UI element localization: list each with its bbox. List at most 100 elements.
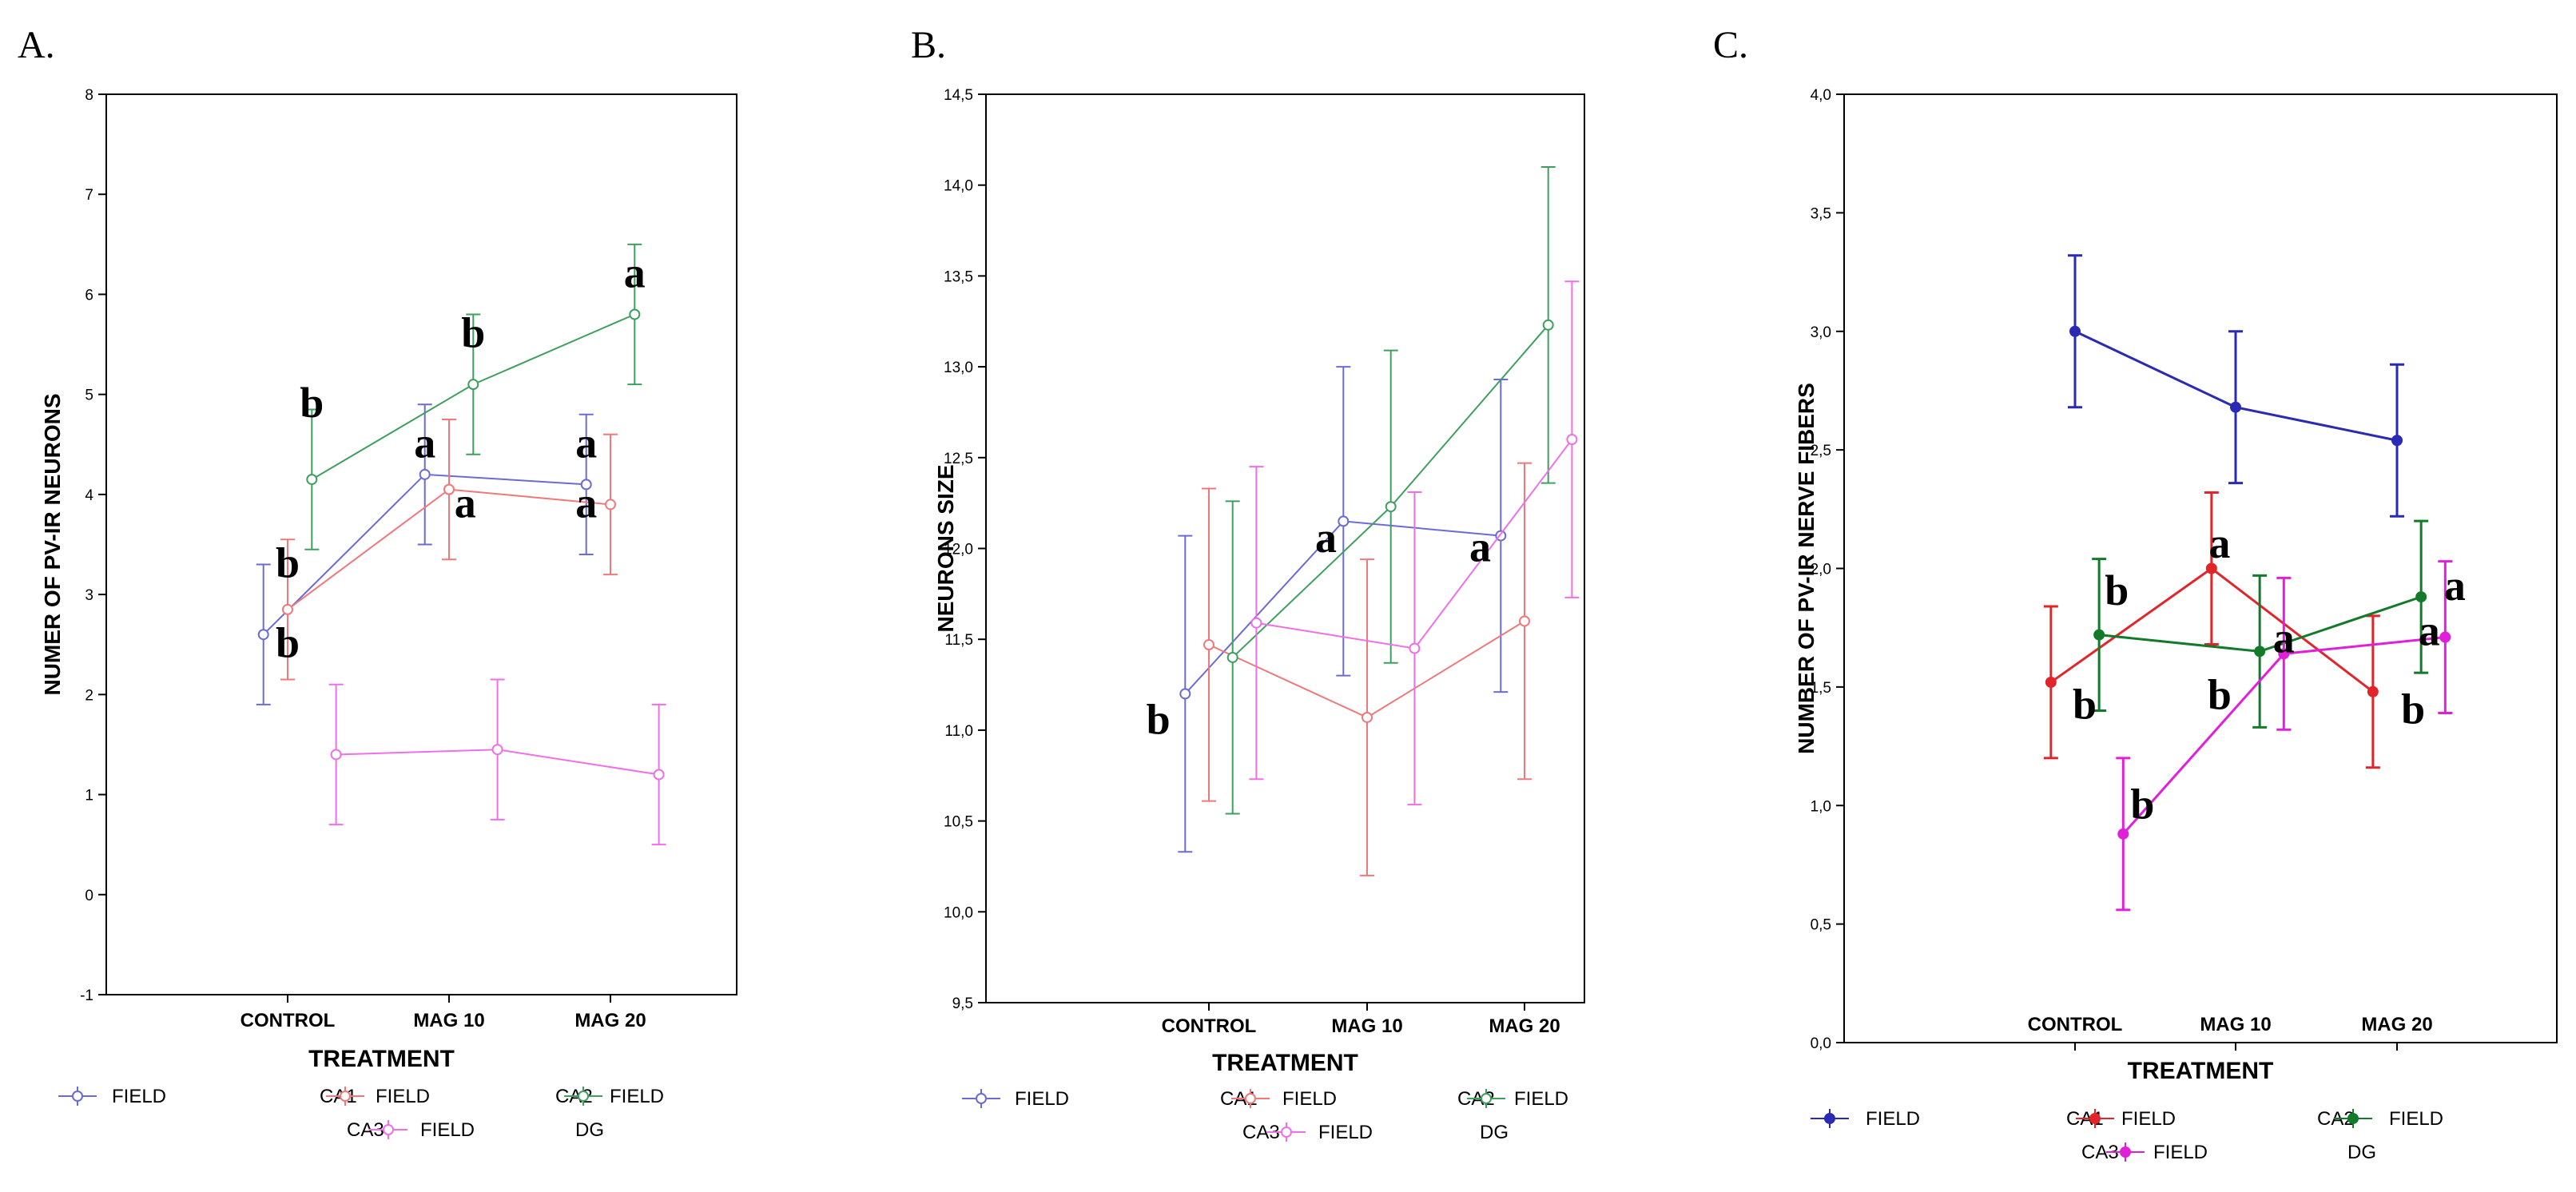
significance-letter: a <box>1469 523 1491 571</box>
legend-label: FIELD <box>376 1086 430 1107</box>
x-tick-label: MAG 20 <box>1489 1015 1560 1037</box>
significance-letter: a <box>1315 514 1337 562</box>
data-point <box>653 769 665 781</box>
legend-label: FIELD <box>2153 1142 2208 1163</box>
series-dg <box>1249 280 1580 806</box>
y-tick-label: 2,5 <box>1811 443 1831 459</box>
data-point <box>580 479 592 491</box>
legend-label: FIELD <box>112 1086 166 1107</box>
legend-marker <box>976 1093 987 1104</box>
y-tick-label: 1,0 <box>1811 798 1831 815</box>
plot-frame <box>105 93 737 995</box>
series-ca2 <box>1202 462 1532 876</box>
legend-marker <box>1245 1093 1256 1104</box>
legend-label: DG <box>2347 1142 2376 1163</box>
significance-letter: b <box>2208 671 2232 719</box>
chart-panel-c: C. 0,0 0,5 1,0 1,5 2,0 2,5 3,0 3,5 4,0 CONTROL MAG … <box>1713 24 2558 1163</box>
data-point <box>2205 562 2217 574</box>
y-tick-label: 8 <box>85 87 93 104</box>
legend-marker <box>2089 1113 2101 1124</box>
y-tick-label: 7 <box>85 187 93 204</box>
data-point <box>2367 685 2379 697</box>
significance-letter: b <box>461 309 485 357</box>
y-tick-label: 11,0 <box>944 723 973 740</box>
x-axis-label: TREATMENT <box>308 1046 455 1072</box>
significance-letter: a <box>414 419 435 467</box>
legend-label: FIELD <box>1282 1088 1337 1110</box>
y-tick-label: 5 <box>85 387 93 404</box>
data-point <box>491 744 503 756</box>
legend-marker <box>2120 1146 2131 1158</box>
series-ca2 <box>280 418 618 681</box>
significance-letter: b <box>300 379 324 427</box>
panel-letter: B. <box>911 24 946 66</box>
y-tick-label: 2 <box>85 687 93 704</box>
legend-marker <box>1481 1093 1492 1104</box>
data-point <box>1226 651 1238 663</box>
x-tick-label: MAG 10 <box>413 1010 484 1031</box>
significance-letter: b <box>2130 780 2154 828</box>
y-tick-label: 3,5 <box>1811 205 1831 222</box>
data-point <box>2254 646 2266 658</box>
y-tick-label: 13,0 <box>944 360 973 376</box>
significance-letter: a <box>455 479 476 526</box>
data-point <box>605 499 616 511</box>
plot-frame <box>985 93 1585 1003</box>
series-ca3 <box>1225 165 1556 815</box>
x-tick-label: MAG 20 <box>574 1010 646 1031</box>
data-point <box>306 474 318 486</box>
significance-letter: a <box>624 248 646 296</box>
data-point <box>1250 617 1262 629</box>
y-tick-label: 0,0 <box>1811 1035 1831 1052</box>
y-tick-label: 1,5 <box>1811 680 1831 697</box>
y-tick-label: 9,5 <box>952 995 973 1012</box>
legend-marker <box>340 1091 351 1102</box>
x-tick-label: MAG 10 <box>1331 1015 1402 1037</box>
y-tick-label: 1 <box>85 788 93 805</box>
data-point <box>2093 629 2105 641</box>
y-tick-label: 0,5 <box>1811 917 1831 934</box>
data-point <box>2045 676 2057 688</box>
series-dg <box>2116 560 2453 912</box>
y-tick-label: 12,5 <box>944 451 973 467</box>
y-tick-label: 10,0 <box>944 904 973 921</box>
data-point <box>1338 515 1350 527</box>
y-axis-label: NUMER OF PV-IR NEURONS <box>40 393 65 695</box>
series-ca1 <box>256 403 594 705</box>
data-point <box>2230 401 2241 413</box>
significance-letter: a <box>575 479 597 526</box>
chart-panel-b: B. 9,5 10,0 10,5 11,0 11,5 12,0 12,5 13,0 13,5 14,… <box>911 24 1585 1143</box>
data-point <box>2415 591 2427 603</box>
x-tick-label: CONTROL <box>241 1010 336 1031</box>
data-point <box>257 629 269 641</box>
data-point <box>419 468 431 480</box>
data-point <box>2069 325 2081 337</box>
y-axis-label: NUMBER OF PV-IR NERVE FIBERS <box>1794 383 1819 754</box>
y-tick-label: -1 <box>80 987 93 1004</box>
y-tick-label: 3 <box>85 587 93 604</box>
y-tick-label: 10,5 <box>944 814 973 831</box>
significance-letter: a <box>2419 607 2440 655</box>
y-tick-label: 2,0 <box>1811 562 1831 578</box>
data-point <box>467 379 479 391</box>
y-tick-label: 13,5 <box>944 268 973 285</box>
chart-panel-a: A. -1 0 1 2 3 4 5 6 7 8 CONTROL MAG 10 MAG 20 TREATMEN… <box>18 24 737 1141</box>
series-ca3 <box>304 243 642 550</box>
significance-letter: a <box>2273 614 2295 662</box>
significance-letter: b <box>1147 696 1171 744</box>
data-point <box>2117 828 2129 840</box>
data-point <box>1566 434 1578 446</box>
legend-label: FIELD <box>610 1086 664 1107</box>
significance-letter: b <box>2401 685 2425 733</box>
series-ca3 <box>2092 519 2429 729</box>
legend-label: DG <box>575 1119 604 1141</box>
x-tick-label: MAG 10 <box>2200 1014 2271 1035</box>
data-point <box>330 749 342 761</box>
panel-letter: A. <box>18 24 55 66</box>
significance-letter: a <box>2444 562 2466 610</box>
legend-marker <box>1824 1113 1835 1124</box>
legend-label: FIELD <box>1514 1088 1568 1110</box>
series-dg <box>328 678 666 846</box>
